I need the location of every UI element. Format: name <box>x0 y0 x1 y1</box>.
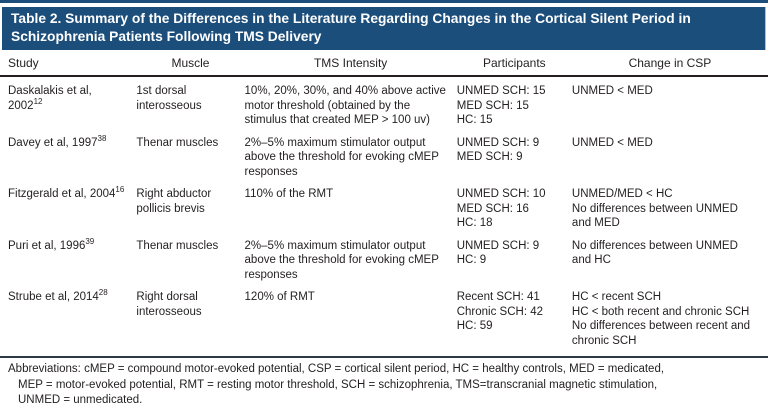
table-body: Daskalakis et al, 200212 1st dorsal intero… <box>0 76 768 356</box>
csp-statement: UNMED/MED < HC <box>571 188 673 200</box>
table-row: Davey et al, 199738 Thenar muscles 2%–5% m… <box>0 129 768 181</box>
participant-line: HC: 59 <box>456 320 493 332</box>
participants-cell: UNMED SCH: 9 MED SCH: 9 <box>457 129 572 181</box>
change-in-csp-cell: UNMED/MED < HC No differences between UNM… <box>572 180 768 232</box>
participant-line: UNMED SCH: 9 <box>456 136 540 149</box>
col-header-tms-intensity: TMS Intensity <box>244 52 457 77</box>
study-cell: Puri et al, 199639 <box>0 232 136 284</box>
csp-statement: HC < recent SCH <box>571 291 662 303</box>
participant-line: Chronic SCH: 42 <box>456 305 544 318</box>
citation-ref: 28 <box>98 288 108 298</box>
tms-intensity-cell: 120% of RMT <box>244 291 315 303</box>
participant-line: HC: 9 <box>456 254 487 266</box>
change-in-csp-cell: UNMED < MED <box>572 129 768 181</box>
citation-ref: 38 <box>97 133 107 143</box>
tms-intensity-cell: 110% of the RMT <box>244 188 334 200</box>
abbreviations-note: Abbreviations: cMEP = compound motor-evo… <box>0 356 768 408</box>
muscle-cell: Thenar muscles <box>136 136 219 149</box>
change-in-csp-cell: UNMED < MED <box>572 76 768 129</box>
participant-line: UNMED SCH: 10 <box>456 188 546 200</box>
study-cell: Davey et al, 199738 <box>0 129 136 181</box>
participant-line: HC: 18 <box>456 217 493 229</box>
col-header-study: Study <box>0 52 137 77</box>
tms-intensity-cell: 10%, 20%, 30%, and 40% above active moto… <box>244 85 446 126</box>
tms-intensity-cell: 2%–5% maximum stimulator output above th… <box>244 136 439 178</box>
study-cell: Daskalakis et al, 200212 <box>0 76 136 129</box>
citation-ref: 39 <box>85 236 95 246</box>
col-header-change-in-csp: Change in CSP <box>571 52 768 77</box>
tms-intensity-cell: 2%–5% maximum stimulator output above th… <box>244 239 439 281</box>
table-row: Puri et al, 199639 Thenar muscles 2%–5% ma… <box>0 232 768 284</box>
col-header-participants: Participants <box>456 52 572 77</box>
participants-cell: Recent SCH: 41 Chronic SCH: 42 HC: 59 <box>457 283 572 356</box>
top-border-rule <box>0 0 768 3</box>
table-row: Fitzgerald et al, 200416 Right abductor p… <box>0 180 768 232</box>
col-header-muscle: Muscle <box>136 52 245 77</box>
muscle-cell: Right dorsal interosseous <box>136 291 202 318</box>
participant-line: HC: 15 <box>456 114 493 126</box>
study-line: Fitzgerald et al, 200416 <box>8 185 125 200</box>
csp-statement: No differences between UNMED and HC <box>571 239 738 267</box>
participant-line: UNMED SCH: 9 <box>456 239 540 252</box>
study-line: Davey et al, 199738 <box>8 133 107 149</box>
header-row: Study Muscle TMS Intensity Participants … <box>0 52 768 77</box>
summary-table: Study Muscle TMS Intensity Participants … <box>0 52 768 356</box>
abbreviations-line2: MEP = motor-evoked potential, RMT = rest… <box>18 378 658 391</box>
muscle-cell: Thenar muscles <box>136 239 219 252</box>
table-row: Daskalakis et al, 200212 1st dorsal intero… <box>0 76 768 129</box>
table-caption-line1: Table 2. Summary of the Differences in t… <box>11 11 691 26</box>
participants-cell: UNMED SCH: 9 HC: 9 <box>457 232 572 284</box>
csp-statement: HC < both recent and chronic SCH <box>571 305 750 318</box>
change-in-csp-cell: No differences between UNMED and HC <box>572 232 768 284</box>
csp-statement: No differences between recent and chroni… <box>571 320 751 347</box>
participants-cell: UNMED SCH: 10 MED SCH: 16 HC: 18 <box>457 180 572 232</box>
table-row: Strube et al, 201428 Right dorsal interos… <box>0 283 768 356</box>
csp-statement: UNMED < MED <box>571 85 653 97</box>
study-line: Daskalakis et al, <box>8 85 92 97</box>
change-in-csp-cell: HC < recent SCH HC < both recent and chro… <box>572 283 768 356</box>
study-cell: Strube et al, 201428 <box>0 283 136 356</box>
muscle-cell: 1st dorsal interosseous <box>136 85 202 112</box>
citation-ref: 16 <box>115 185 125 195</box>
participant-line: MED SCH: 9 <box>456 151 523 163</box>
participant-line: MED SCH: 15 <box>456 99 529 112</box>
muscle-cell: Right abductor pollicis brevis <box>136 188 212 215</box>
citation-ref: 12 <box>33 96 43 106</box>
participant-line: UNMED SCH: 15 <box>456 85 546 97</box>
study-cell: Fitzgerald et al, 200416 <box>0 180 136 232</box>
table-caption-banner: Table 2. Summary of the Differences in t… <box>2 7 766 50</box>
abbreviations-line3: UNMED = unmedicated. <box>18 394 143 406</box>
participants-cell: UNMED SCH: 15 MED SCH: 15 HC: 15 <box>457 76 572 129</box>
study-line: Puri et al, 199639 <box>8 236 95 252</box>
study-line: 200212 <box>8 96 43 112</box>
participant-line: Recent SCH: 41 <box>456 291 540 303</box>
study-line: Strube et al, 201428 <box>8 288 108 303</box>
csp-statement: No differences between UNMED and MED <box>571 202 738 230</box>
participant-line: MED SCH: 16 <box>456 202 529 215</box>
table-caption-line2: Schizophrenia Patients Following TMS Del… <box>11 28 322 44</box>
abbreviations-line1: Abbreviations: cMEP = compound motor-evo… <box>8 363 665 375</box>
csp-statement: UNMED < MED <box>571 136 653 149</box>
